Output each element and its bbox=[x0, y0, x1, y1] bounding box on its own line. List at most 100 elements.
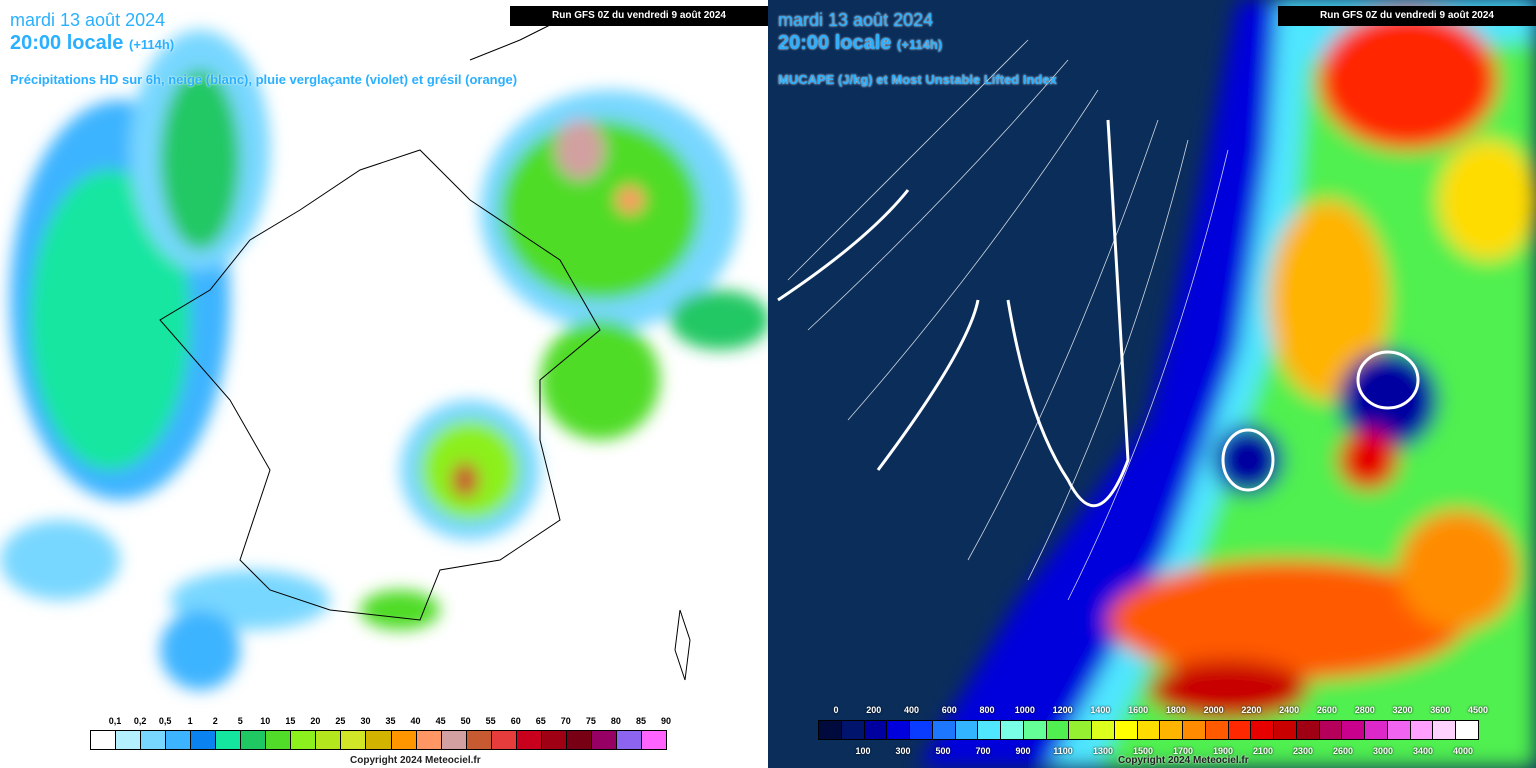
legend-swatch bbox=[1364, 720, 1388, 740]
legend-swatch bbox=[640, 730, 667, 750]
legend-label: 1800 bbox=[1165, 705, 1186, 715]
legend-label: 50 bbox=[460, 716, 471, 726]
legend-swatch bbox=[1000, 720, 1024, 740]
legend-swatch bbox=[540, 730, 567, 750]
legend-label: 400 bbox=[904, 705, 920, 715]
legend-swatch bbox=[1182, 720, 1206, 740]
legend-swatch bbox=[240, 730, 267, 750]
legend-swatch bbox=[590, 730, 617, 750]
legend-label: 10 bbox=[260, 716, 271, 726]
legend-label: 1700 bbox=[1172, 746, 1194, 756]
legend-label: 1300 bbox=[1092, 746, 1114, 756]
legend-label: 90 bbox=[660, 716, 672, 726]
legend-label: 3000 bbox=[1372, 746, 1394, 756]
legend-label: 1200 bbox=[1052, 705, 1073, 715]
legend-label: 2600 bbox=[1316, 705, 1337, 715]
legend-label: 25 bbox=[335, 716, 346, 726]
legend-label: 0,5 bbox=[158, 716, 172, 726]
legend-label: 3600 bbox=[1430, 705, 1451, 715]
legend-label: 1900 bbox=[1212, 746, 1234, 756]
legend-label: 1500 bbox=[1132, 746, 1154, 756]
legend-label: 0,2 bbox=[133, 716, 147, 726]
legend-swatch bbox=[465, 730, 492, 750]
legend-label: 15 bbox=[285, 716, 296, 726]
legend-swatch bbox=[1091, 720, 1115, 740]
legend-swatch bbox=[954, 720, 979, 740]
legend-swatch bbox=[1409, 720, 1434, 740]
legend-swatch bbox=[1159, 720, 1184, 740]
legend-label: 0 bbox=[833, 705, 839, 715]
legend-label: 20 bbox=[310, 716, 321, 726]
legend-swatch bbox=[165, 730, 192, 750]
lead: (+114h) bbox=[128, 37, 175, 52]
legend-label: 2300 bbox=[1292, 746, 1314, 756]
legend-label: 1100 bbox=[1053, 746, 1073, 756]
legend-label: 55 bbox=[485, 716, 496, 726]
contours bbox=[787, 39, 1229, 601]
legend-label: 35 bbox=[385, 716, 396, 726]
legend-label: 0,1 bbox=[108, 716, 122, 726]
time-text: 20:00 locale bbox=[778, 32, 892, 54]
legend-swatch bbox=[315, 730, 342, 750]
legend-label: 1000 bbox=[1014, 705, 1035, 715]
subtitle: Précipitations HD sur 6h, neige (blanc),… bbox=[10, 72, 518, 87]
legend-swatch bbox=[265, 730, 292, 750]
legend-swatch bbox=[140, 730, 167, 750]
legend-swatch bbox=[1204, 720, 1229, 740]
precip-map bbox=[0, 19, 768, 690]
legend-label: 3200 bbox=[1392, 705, 1413, 715]
legend-label: 2 bbox=[212, 716, 218, 726]
copyright: Copyright 2024 Meteociel.fr bbox=[350, 755, 481, 766]
legend-swatch bbox=[1227, 720, 1252, 740]
legend-swatch bbox=[1136, 720, 1161, 740]
legend-swatch bbox=[215, 730, 242, 750]
thick-contours bbox=[777, 119, 1420, 508]
legend-label: 60 bbox=[510, 716, 521, 726]
legend-label: 65 bbox=[535, 716, 546, 726]
legend-swatch bbox=[1273, 720, 1297, 740]
legend-label: 100 bbox=[855, 746, 871, 756]
legend-swatch bbox=[1341, 720, 1366, 740]
legend-label: 900 bbox=[1015, 746, 1031, 756]
legend-swatch bbox=[1295, 720, 1320, 740]
legend-label: 2200 bbox=[1241, 705, 1262, 715]
legend-label: 1600 bbox=[1128, 705, 1149, 715]
legend-label: 5 bbox=[237, 716, 243, 726]
legend-swatch bbox=[1113, 720, 1138, 740]
time-text: 20:00 locale bbox=[10, 32, 124, 54]
legend-swatch bbox=[115, 730, 142, 750]
legend-label: 80 bbox=[610, 716, 621, 726]
legend-swatch bbox=[818, 720, 842, 740]
legend-label: 2800 bbox=[1354, 705, 1375, 715]
legend-label: 600 bbox=[941, 705, 957, 715]
run-label: Run GFS 0Z du vendredi 9 août 2024 bbox=[510, 6, 768, 26]
legend-label: 2100 bbox=[1252, 746, 1274, 756]
legend-label: 70 bbox=[560, 716, 571, 726]
legend-swatch bbox=[1455, 720, 1479, 740]
legend-swatch bbox=[415, 730, 442, 750]
legend-swatch bbox=[1250, 720, 1275, 740]
legend-swatch bbox=[190, 730, 217, 750]
legend-swatch bbox=[290, 730, 317, 750]
legend-label: 4500 bbox=[1467, 705, 1489, 715]
legend-swatch bbox=[90, 730, 117, 750]
cape-areas bbox=[918, 0, 1536, 768]
legend-label: 2000 bbox=[1203, 705, 1224, 715]
legend-label: 200 bbox=[866, 705, 882, 715]
legend-swatch bbox=[515, 730, 542, 750]
legend-label: 3400 bbox=[1412, 746, 1434, 756]
subtitle: MUCAPE (J/kg) et Most Unstable Lifted In… bbox=[778, 72, 1057, 87]
legend-swatch bbox=[1068, 720, 1093, 740]
legend-label: 1 bbox=[187, 716, 193, 726]
time: 20:00 locale (+114h) bbox=[10, 32, 174, 55]
legend-label: 2400 bbox=[1279, 705, 1300, 715]
coastlines bbox=[159, 19, 691, 681]
legend-swatch bbox=[1432, 720, 1457, 740]
run-label: Run GFS 0Z du vendredi 9 août 2024 bbox=[1278, 6, 1536, 26]
cape-panel: mardi 13 août 2024 20:00 locale (+114h) … bbox=[768, 0, 1536, 768]
legend-swatch bbox=[365, 730, 392, 750]
legend-label: 2600 bbox=[1332, 746, 1354, 756]
legend-swatch bbox=[909, 720, 933, 740]
legend-label: 500 bbox=[935, 746, 951, 756]
legend-label: 30 bbox=[360, 716, 371, 726]
